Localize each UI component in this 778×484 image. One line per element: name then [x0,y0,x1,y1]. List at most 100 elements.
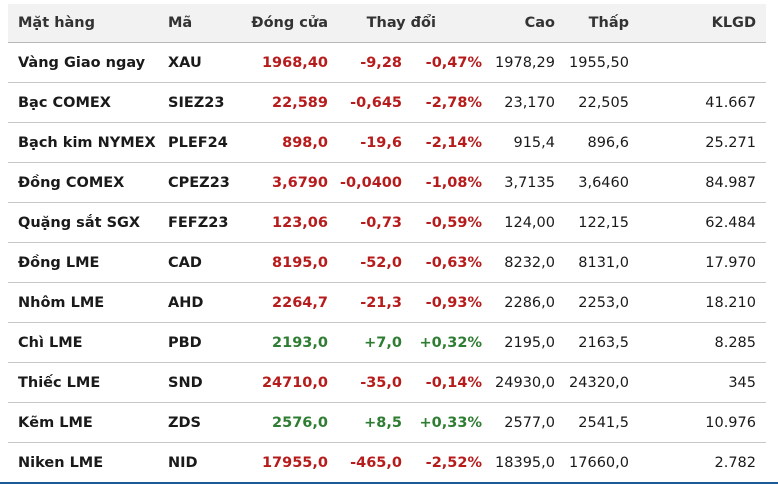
header-change: Thay đổi [366,15,436,31]
cell-volume: 345 [728,374,756,391]
cell-change: +7,0 [364,334,402,351]
cell-high: 915,4 [513,134,555,151]
cell-change: -0,0400 [340,174,402,191]
cell-low: 3,6460 [578,174,629,191]
table-row: Bạc COMEX SIEZ23 22,589 -0,645 -2,78% 23,170 2… [8,83,766,123]
cell-code: ZDS [168,414,201,431]
commodity-price-table: Mặt hàng Mã Đóng cửa Thay đổi Cao Thấp K… [8,4,766,483]
table-row: Bạch kim NYMEX PLEF24 898,0 -19,6 -2,14% 915,… [8,123,766,163]
cell-name: Bạch kim NYMEX [18,134,156,151]
cell-volume: 84.987 [705,174,756,191]
cell-change-percent: -0,47% [425,54,482,71]
cell-change: -21,3 [360,294,402,311]
cell-close: 3,6790 [272,174,328,191]
cell-close: 22,589 [272,94,328,111]
cell-change-percent: -2,14% [425,134,482,151]
table-row: Thiếc LME SND 24710,0 -35,0 -0,14% 24930,0 243… [8,363,766,403]
cell-high: 3,7135 [504,174,555,191]
cell-volume: 41.667 [705,94,756,111]
cell-name: Bạc COMEX [18,94,111,111]
cell-volume: 8.285 [714,334,756,351]
cell-volume: 17.970 [705,254,756,271]
header-name: Mặt hàng [18,15,96,31]
cell-change-percent: +0,33% [419,414,482,431]
cell-volume: 18.210 [705,294,756,311]
cell-name: Nhôm LME [18,294,105,311]
cell-low: 1955,50 [569,54,629,71]
cell-name: Vàng Giao ngay [18,54,146,71]
cell-low: 17660,0 [569,454,629,471]
cell-high: 1978,29 [495,54,555,71]
cell-change-percent: -0,59% [425,214,482,231]
cell-code: AHD [168,294,204,311]
cell-volume: 10.976 [705,414,756,431]
cell-code: SIEZ23 [168,94,225,111]
cell-name: Quặng sắt SGX [18,214,141,231]
table-row: Quặng sắt SGX FEFZ23 123,06 -0,73 -0,59% 124,… [8,203,766,243]
cell-high: 23,170 [504,94,555,111]
table-header: Mặt hàng Mã Đóng cửa Thay đổi Cao Thấp K… [8,4,766,43]
cell-name: Chì LME [18,334,83,351]
cell-change-percent: -1,08% [425,174,482,191]
cell-code: SND [168,374,203,391]
cell-code: CAD [168,254,202,271]
table-row: Kẽm LME ZDS 2576,0 +8,5 +0,33% 2577,0 2541,5 10… [8,403,766,443]
bottom-divider [0,482,778,484]
cell-close: 123,06 [272,214,328,231]
cell-low: 22,505 [578,94,629,111]
cell-high: 8232,0 [504,254,555,271]
cell-close: 2264,7 [272,294,328,311]
cell-volume: 25.271 [705,134,756,151]
cell-code: FEFZ23 [168,214,229,231]
cell-name: Kẽm LME [18,414,93,431]
cell-low: 122,15 [578,214,629,231]
cell-name: Thiếc LME [18,374,101,391]
cell-close: 24710,0 [261,374,328,391]
table-row: Vàng Giao ngay XAU 1968,40 -9,28 -0,47% 1978,… [8,43,766,83]
table-body: Vàng Giao ngay XAU 1968,40 -9,28 -0,47% 1978,… [8,43,766,483]
cell-high: 2286,0 [504,294,555,311]
table-row: Niken LME NID 17955,0 -465,0 -2,52% 18395,0 17… [8,443,766,483]
cell-close: 17955,0 [261,454,328,471]
cell-change: -19,6 [360,134,402,151]
cell-high: 24930,0 [495,374,555,391]
cell-change: -35,0 [360,374,402,391]
cell-close: 2193,0 [272,334,328,351]
header-close: Đóng cửa [251,15,328,31]
cell-low: 2163,5 [578,334,629,351]
cell-code: CPEZ23 [168,174,230,191]
cell-change: -52,0 [360,254,402,271]
cell-low: 2253,0 [578,294,629,311]
cell-change-percent: -0,93% [425,294,482,311]
cell-low: 896,6 [587,134,629,151]
cell-name: Niken LME [18,454,104,471]
cell-volume: 2.782 [714,454,756,471]
cell-code: XAU [168,54,202,71]
cell-name: Đồng COMEX [18,174,125,191]
table-row: Chì LME PBD 2193,0 +7,0 +0,32% 2195,0 2163,5 8.… [8,323,766,363]
cell-high: 124,00 [504,214,555,231]
cell-low: 2541,5 [578,414,629,431]
cell-low: 24320,0 [569,374,629,391]
cell-high: 2577,0 [504,414,555,431]
header-low: Thấp [588,15,629,31]
cell-change: -0,645 [350,94,402,111]
cell-close: 1968,40 [261,54,328,71]
table-row: Đồng LME CAD 8195,0 -52,0 -0,63% 8232,0 8131,0… [8,243,766,283]
header-volume: KLGD [711,15,756,31]
cell-low: 8131,0 [578,254,629,271]
cell-change: +8,5 [364,414,402,431]
cell-change-percent: -0,63% [425,254,482,271]
header-code: Mã [168,15,193,31]
cell-code: PBD [168,334,202,351]
cell-change: -9,28 [360,54,402,71]
cell-code: PLEF24 [168,134,228,151]
cell-volume: 62.484 [705,214,756,231]
cell-change-percent: -2,52% [425,454,482,471]
cell-change-percent: -0,14% [425,374,482,391]
table-row: Nhôm LME AHD 2264,7 -21,3 -0,93% 2286,0 2253,0… [8,283,766,323]
cell-code: NID [168,454,198,471]
cell-close: 898,0 [282,134,328,151]
cell-change-percent: +0,32% [419,334,482,351]
table-row: Đồng COMEX CPEZ23 3,6790 -0,0400 -1,08% 3,713… [8,163,766,203]
